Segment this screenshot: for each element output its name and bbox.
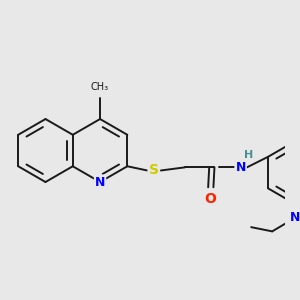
- Text: N: N: [236, 161, 246, 174]
- Text: H: H: [244, 150, 254, 160]
- Text: CH₃: CH₃: [91, 82, 109, 92]
- Text: N: N: [290, 211, 300, 224]
- Text: O: O: [204, 192, 216, 206]
- Text: N: N: [95, 176, 105, 188]
- Text: S: S: [148, 164, 159, 178]
